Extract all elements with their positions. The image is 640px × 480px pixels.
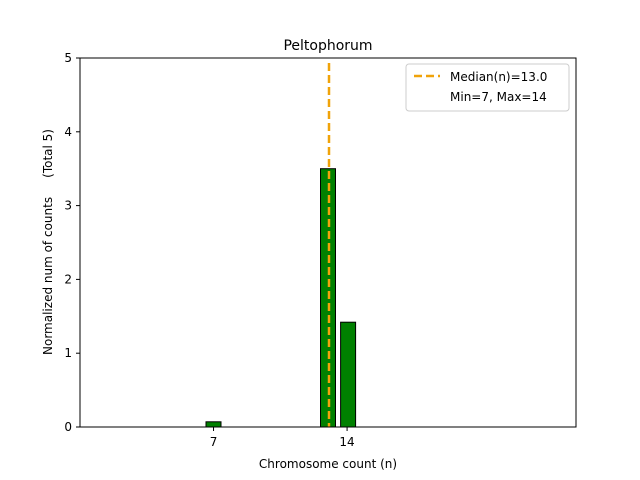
y-tick-label: 0 bbox=[64, 420, 72, 434]
legend-frame bbox=[405, 63, 570, 112]
y-axis-label: Normalized num of counts (Total 5) bbox=[41, 129, 55, 355]
x-tick-label: 7 bbox=[210, 435, 218, 449]
x-tick-label: 14 bbox=[339, 435, 354, 449]
legend: Median(n)=13.0 Min=7, Max=14 bbox=[405, 63, 570, 112]
y-tick-label: 1 bbox=[64, 346, 72, 360]
legend-minmax-label: Min=7, Max=14 bbox=[450, 90, 547, 104]
axes: 0 1 2 3 4 5 7 14 bbox=[64, 51, 577, 449]
legend-median-label: Median(n)=13.0 bbox=[450, 70, 547, 84]
bar-0 bbox=[205, 421, 222, 428]
chart-title: Peltophorum bbox=[283, 38, 372, 54]
axes-frame bbox=[79, 57, 577, 428]
plot-area bbox=[205, 63, 357, 428]
y-tick-label: 4 bbox=[64, 125, 72, 139]
y-tick-label: 5 bbox=[64, 51, 72, 65]
x-axis-label: Chromosome count (n) bbox=[259, 457, 397, 471]
bar-2 bbox=[340, 321, 357, 428]
y-tick-label: 3 bbox=[64, 199, 72, 213]
y-tick-label: 2 bbox=[64, 272, 72, 286]
